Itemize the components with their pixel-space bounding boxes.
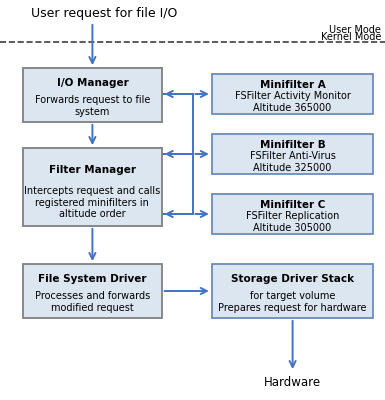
FancyBboxPatch shape xyxy=(23,68,162,122)
FancyBboxPatch shape xyxy=(212,74,373,114)
Text: FSFilter Activity Monitor
Altitude 365000: FSFilter Activity Monitor Altitude 36500… xyxy=(235,91,350,113)
FancyBboxPatch shape xyxy=(212,264,373,318)
Text: for target volume
Prepares request for hardware: for target volume Prepares request for h… xyxy=(218,291,367,313)
FancyBboxPatch shape xyxy=(212,134,373,174)
FancyBboxPatch shape xyxy=(23,264,162,318)
FancyBboxPatch shape xyxy=(23,148,162,226)
Text: Hardware: Hardware xyxy=(264,376,321,388)
Text: I/O Manager: I/O Manager xyxy=(57,78,128,88)
Text: Intercepts request and calls
registered minifilters in
altitude order: Intercepts request and calls registered … xyxy=(24,186,161,219)
Text: Forwards request to file
system: Forwards request to file system xyxy=(35,95,150,117)
Text: User request for file I/O: User request for file I/O xyxy=(31,8,177,20)
Text: User Mode: User Mode xyxy=(329,25,381,35)
Text: Filter Manager: Filter Manager xyxy=(49,165,136,175)
Text: Processes and forwards
modified request: Processes and forwards modified request xyxy=(35,291,150,313)
Text: FSFilter Replication
Altitude 305000: FSFilter Replication Altitude 305000 xyxy=(246,211,339,233)
Text: Storage Driver Stack: Storage Driver Stack xyxy=(231,274,354,284)
Text: File System Driver: File System Driver xyxy=(38,274,147,284)
Text: FSFilter Anti-Virus
Altitude 325000: FSFilter Anti-Virus Altitude 325000 xyxy=(249,151,336,173)
Text: Minifilter B: Minifilter B xyxy=(260,140,325,150)
Text: Minifilter C: Minifilter C xyxy=(260,200,325,210)
Text: Kernel Mode: Kernel Mode xyxy=(321,32,381,42)
FancyBboxPatch shape xyxy=(212,194,373,234)
Text: Minifilter A: Minifilter A xyxy=(260,80,325,90)
